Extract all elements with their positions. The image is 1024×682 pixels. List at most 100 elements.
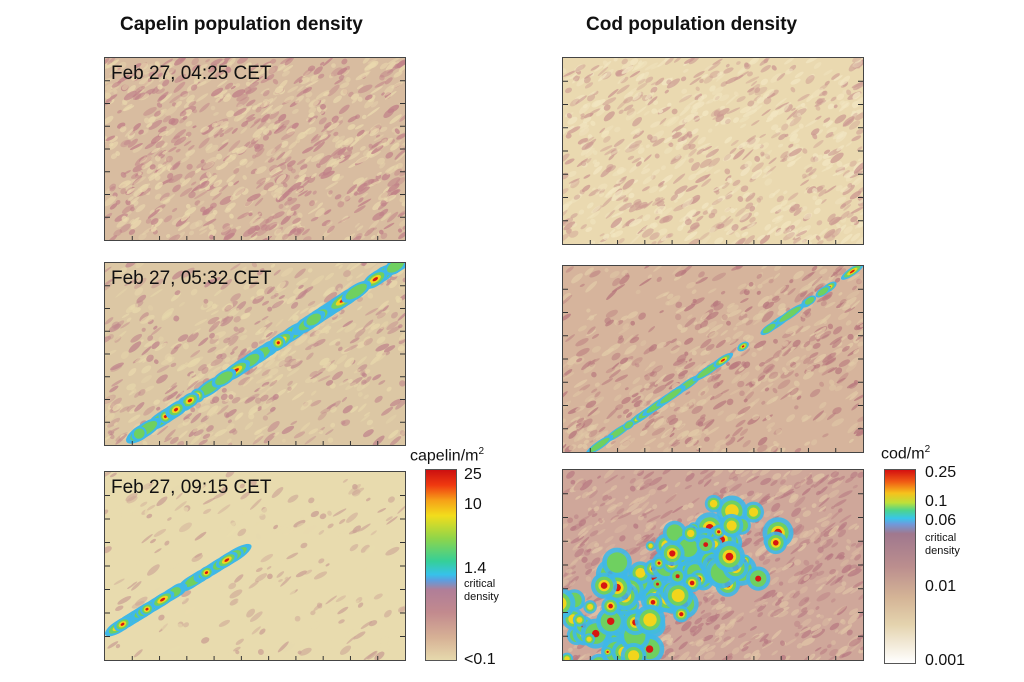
density-texture xyxy=(594,391,601,398)
density-texture xyxy=(717,195,726,202)
density-texture xyxy=(300,177,305,183)
density-texture xyxy=(209,234,214,240)
density-texture xyxy=(832,407,842,415)
density-texture xyxy=(134,287,144,296)
density-texture xyxy=(685,438,698,448)
density-texture xyxy=(850,585,862,594)
density-texture xyxy=(719,94,730,102)
density-texture xyxy=(105,83,115,91)
density-texture xyxy=(838,102,849,112)
density-hotspot xyxy=(606,650,609,654)
density-texture xyxy=(649,476,663,486)
density-texture xyxy=(287,86,299,93)
density-texture xyxy=(623,91,634,99)
density-texture xyxy=(693,115,704,122)
density-texture xyxy=(362,58,371,64)
density-texture xyxy=(843,204,852,211)
density-texture xyxy=(819,614,825,619)
density-texture xyxy=(586,240,596,244)
density-texture xyxy=(597,241,605,244)
density-texture xyxy=(338,379,350,386)
density-texture xyxy=(308,497,315,504)
density-texture xyxy=(756,97,765,104)
density-texture xyxy=(220,393,228,401)
density-texture xyxy=(212,331,226,340)
density-texture xyxy=(154,166,167,177)
density-texture xyxy=(179,597,187,603)
density-texture xyxy=(200,162,213,170)
density-texture xyxy=(802,148,808,154)
density-texture xyxy=(659,117,667,125)
density-texture xyxy=(793,207,803,216)
density-texture xyxy=(617,76,626,85)
density-texture xyxy=(565,372,575,378)
density-hotspot xyxy=(717,530,721,534)
density-texture xyxy=(147,504,156,511)
density-texture xyxy=(774,285,786,296)
density-texture xyxy=(357,198,372,207)
density-texture xyxy=(603,233,610,240)
density-texture xyxy=(163,437,173,443)
density-texture xyxy=(272,191,283,198)
density-texture xyxy=(310,216,319,222)
density-texture xyxy=(768,89,779,97)
density-texture xyxy=(810,624,822,632)
density-texture xyxy=(378,300,389,310)
density-texture xyxy=(252,295,265,304)
density-texture xyxy=(761,641,774,649)
density-texture xyxy=(590,65,600,71)
capelin-panel-2-heatmap xyxy=(105,263,405,445)
density-texture xyxy=(851,547,863,555)
density-texture xyxy=(815,115,822,121)
density-texture xyxy=(644,266,650,269)
density-texture xyxy=(105,62,112,71)
density-texture xyxy=(254,320,261,325)
density-texture xyxy=(796,230,808,237)
density-texture xyxy=(260,394,269,402)
density-texture xyxy=(763,97,772,105)
density-texture xyxy=(159,74,167,82)
density-texture xyxy=(664,89,669,94)
density-texture xyxy=(805,58,820,64)
density-texture xyxy=(589,530,599,537)
density-texture xyxy=(570,555,582,565)
density-texture xyxy=(232,430,238,435)
density-texture xyxy=(565,538,571,544)
density-texture xyxy=(826,553,834,561)
density-texture xyxy=(664,58,671,62)
density-texture xyxy=(673,58,682,63)
density-texture xyxy=(840,624,853,635)
density-texture xyxy=(372,201,383,211)
density-texture xyxy=(139,62,149,70)
density-texture xyxy=(619,440,631,450)
density-texture xyxy=(365,307,379,316)
density-texture xyxy=(296,228,302,233)
density-texture xyxy=(857,341,863,347)
density-texture xyxy=(793,237,802,244)
density-texture xyxy=(656,341,667,349)
density-texture xyxy=(133,649,143,658)
density-texture xyxy=(270,472,284,480)
density-texture xyxy=(724,118,731,125)
density-texture xyxy=(619,357,629,365)
density-texture xyxy=(587,134,593,139)
density-texture xyxy=(351,489,361,497)
density-texture xyxy=(788,143,794,148)
density-texture xyxy=(337,200,345,208)
density-texture xyxy=(670,193,679,201)
density-texture xyxy=(828,617,832,621)
density-texture xyxy=(725,487,730,493)
density-texture xyxy=(806,95,814,103)
capelin-panel-1: Feb 27, 04:25 CET xyxy=(104,57,406,241)
density-texture xyxy=(740,226,748,231)
density-texture xyxy=(256,180,266,189)
density-texture xyxy=(729,338,739,345)
density-texture xyxy=(313,141,325,153)
density-texture xyxy=(608,154,615,161)
density-texture xyxy=(281,233,289,240)
density-texture xyxy=(239,334,248,341)
density-texture xyxy=(127,189,132,193)
density-texture xyxy=(220,279,232,290)
density-texture xyxy=(681,621,692,632)
density-texture xyxy=(756,96,762,101)
